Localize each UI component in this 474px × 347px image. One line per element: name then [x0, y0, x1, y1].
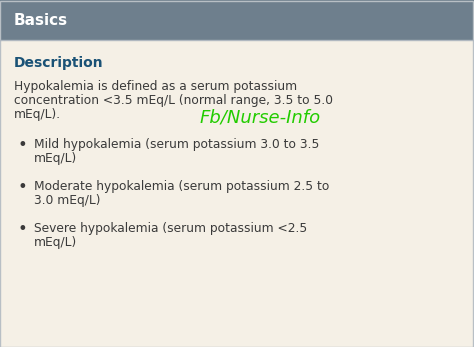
- Text: mEq/L): mEq/L): [34, 236, 77, 249]
- Text: Fb/Nurse-Info: Fb/Nurse-Info: [200, 108, 321, 126]
- Text: Severe hypokalemia (serum potassium <2.5: Severe hypokalemia (serum potassium <2.5: [34, 222, 307, 235]
- Text: •: •: [18, 222, 28, 237]
- Text: Mild hypokalemia (serum potassium 3.0 to 3.5: Mild hypokalemia (serum potassium 3.0 to…: [34, 138, 319, 151]
- Text: •: •: [18, 138, 28, 153]
- Text: concentration <3.5 mEq/L (normal range, 3.5 to 5.0: concentration <3.5 mEq/L (normal range, …: [14, 94, 333, 107]
- Text: mEq/L): mEq/L): [34, 152, 77, 165]
- Text: •: •: [18, 180, 28, 195]
- Text: Hypokalemia is defined as a serum potassium: Hypokalemia is defined as a serum potass…: [14, 80, 297, 93]
- Text: Moderate hypokalemia (serum potassium 2.5 to: Moderate hypokalemia (serum potassium 2.…: [34, 180, 329, 193]
- Text: Basics: Basics: [14, 12, 68, 27]
- Text: mEq/L).: mEq/L).: [14, 108, 61, 121]
- Text: 3.0 mEq/L): 3.0 mEq/L): [34, 194, 100, 207]
- Bar: [0, 0, 474, 40]
- Text: Description: Description: [14, 56, 104, 70]
